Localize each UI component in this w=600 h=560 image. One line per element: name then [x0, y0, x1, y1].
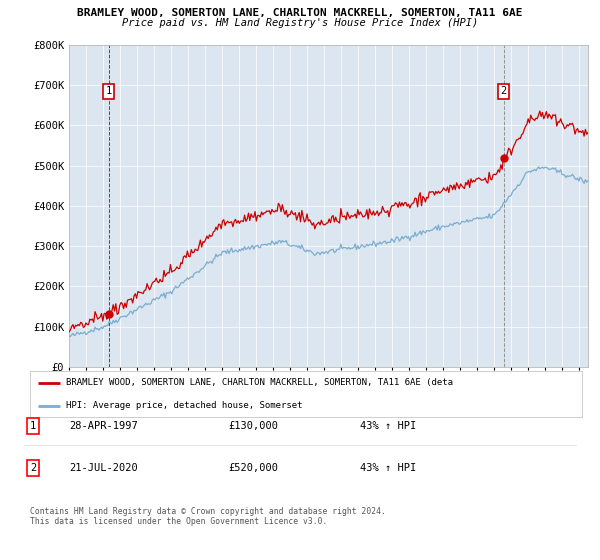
Text: 21-JUL-2020: 21-JUL-2020 [69, 463, 138, 473]
Text: 1: 1 [106, 86, 112, 96]
Text: 43% ↑ HPI: 43% ↑ HPI [360, 421, 416, 431]
Text: 43% ↑ HPI: 43% ↑ HPI [360, 463, 416, 473]
Text: 2: 2 [30, 463, 36, 473]
Text: BRAMLEY WOOD, SOMERTON LANE, CHARLTON MACKRELL, SOMERTON, TA11 6AE (deta: BRAMLEY WOOD, SOMERTON LANE, CHARLTON MA… [66, 378, 453, 388]
Text: 1: 1 [30, 421, 36, 431]
Text: HPI: Average price, detached house, Somerset: HPI: Average price, detached house, Some… [66, 401, 302, 410]
Text: £130,000: £130,000 [228, 421, 278, 431]
Text: £520,000: £520,000 [228, 463, 278, 473]
Text: 2: 2 [500, 86, 507, 96]
Text: BRAMLEY WOOD, SOMERTON LANE, CHARLTON MACKRELL, SOMERTON, TA11 6AE: BRAMLEY WOOD, SOMERTON LANE, CHARLTON MA… [77, 8, 523, 18]
Text: 28-APR-1997: 28-APR-1997 [69, 421, 138, 431]
Text: Contains HM Land Registry data © Crown copyright and database right 2024.
This d: Contains HM Land Registry data © Crown c… [30, 507, 386, 526]
Text: Price paid vs. HM Land Registry's House Price Index (HPI): Price paid vs. HM Land Registry's House … [122, 18, 478, 29]
